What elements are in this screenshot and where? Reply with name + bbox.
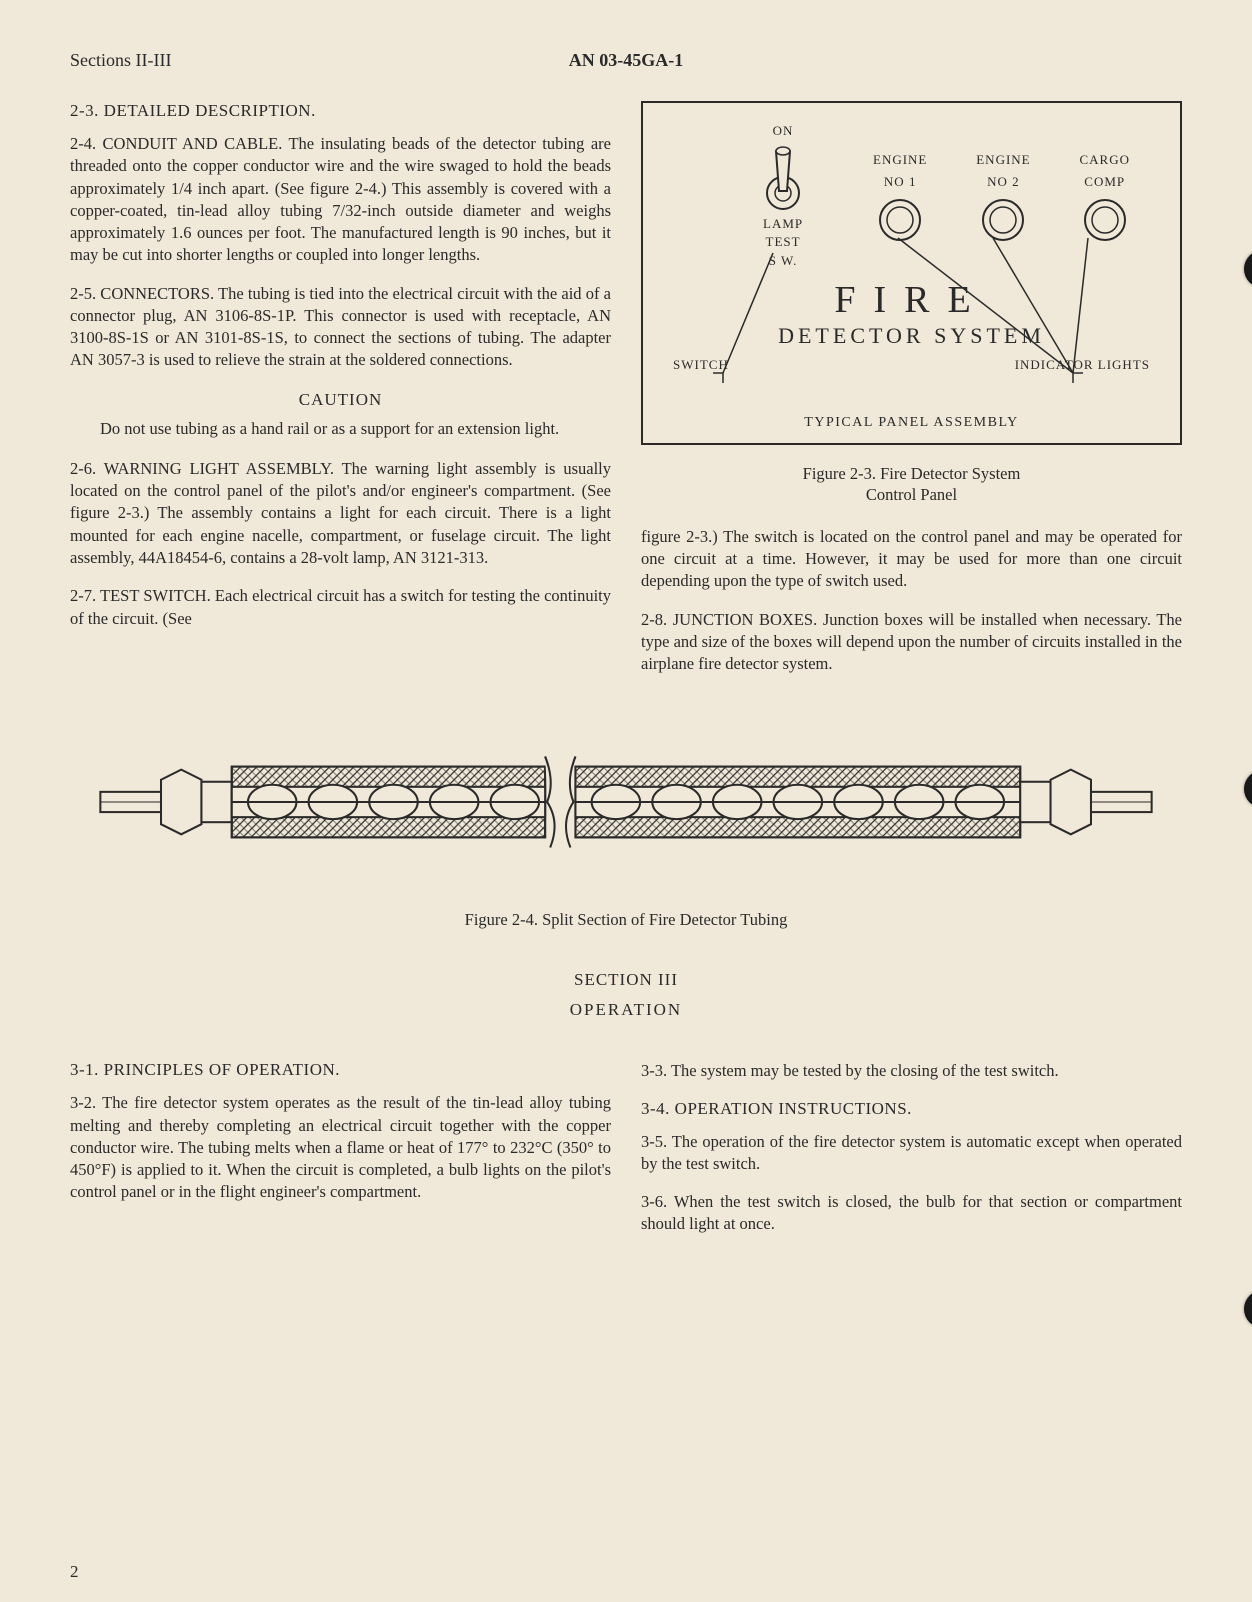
binder-hole-icon bbox=[1244, 770, 1252, 808]
page-number: 2 bbox=[70, 1562, 79, 1582]
para-3-3: 3-3. The system may be tested by the clo… bbox=[641, 1060, 1182, 1082]
heading-2-3: 2-3. DETAILED DESCRIPTION. bbox=[70, 101, 611, 121]
left-column: 2-3. DETAILED DESCRIPTION. 2-4. CONDUIT … bbox=[70, 101, 611, 691]
para-2-7-cont: figure 2-3.) The switch is located on th… bbox=[641, 526, 1182, 593]
detector-system-text: DETECTOR SYSTEM bbox=[673, 323, 1150, 349]
control-panel-diagram: ON LAMP TEST S W. ENGINE bbox=[641, 101, 1182, 445]
header-doc-number: AN 03-45GA-1 bbox=[569, 50, 684, 71]
page-header: Sections II-III AN 03-45GA-1 bbox=[70, 50, 1182, 71]
indicator-light-icon bbox=[1083, 198, 1127, 242]
figure-2-3-caption-l2: Control Panel bbox=[866, 485, 957, 504]
section-3-title: SECTION III bbox=[70, 970, 1182, 990]
indicator-lights-row: ENGINE NO 1 ENGINE NO 2 bbox=[873, 153, 1130, 247]
lamp-label-1: LAMP bbox=[763, 217, 803, 231]
para-2-7: 2-7. TEST SWITCH. Each electrical circui… bbox=[70, 585, 611, 630]
para-3-6: 3-6. When the test switch is closed, the… bbox=[641, 1191, 1182, 1236]
caution-body: Do not use tubing as a hand rail or as a… bbox=[100, 418, 581, 440]
cargo-label-2: COMP bbox=[1079, 175, 1130, 189]
binder-hole-icon bbox=[1244, 1290, 1252, 1328]
upper-columns: 2-3. DETAILED DESCRIPTION. 2-4. CONDUIT … bbox=[70, 101, 1182, 691]
para-2-8: 2-8. JUNCTION BOXES. Junction boxes will… bbox=[641, 609, 1182, 676]
binder-hole-icon bbox=[1244, 250, 1252, 288]
cargo-light: CARGO COMP bbox=[1079, 153, 1130, 247]
para-3-5: 3-5. The operation of the fire detector … bbox=[641, 1131, 1182, 1176]
indicator-light-icon bbox=[981, 198, 1025, 242]
lamp-label-2: TEST bbox=[763, 235, 803, 249]
engine-1-light: ENGINE NO 1 bbox=[873, 153, 927, 247]
lamp-label-3: S W. bbox=[763, 254, 803, 268]
engine-2-light: ENGINE NO 2 bbox=[976, 153, 1030, 247]
section-3-subtitle: OPERATION bbox=[70, 1000, 1182, 1020]
para-3-2: 3-2. The fire detector system operates a… bbox=[70, 1092, 611, 1203]
lower-columns: 3-1. PRINCIPLES OF OPERATION. 3-2. The f… bbox=[70, 1060, 1182, 1251]
para-2-4: 2-4. CONDUIT AND CABLE. The insulating b… bbox=[70, 133, 611, 267]
lower-right-column: 3-3. The system may be tested by the clo… bbox=[641, 1060, 1182, 1251]
indicator-callout: INDICATOR LIGHTS bbox=[1015, 357, 1150, 373]
switch-callout: SWITCH bbox=[673, 357, 729, 373]
caution-heading: CAUTION bbox=[70, 390, 611, 410]
heading-3-4: 3-4. OPERATION INSTRUCTIONS. bbox=[641, 1099, 1182, 1119]
indicator-light-icon bbox=[878, 198, 922, 242]
section-3-header: SECTION III OPERATION bbox=[70, 970, 1182, 1020]
toggle-switch-group: ON LAMP TEST S W. bbox=[763, 123, 803, 268]
page: Sections II-III AN 03-45GA-1 2-3. DETAIL… bbox=[70, 50, 1182, 1562]
figure-2-3-caption: Figure 2-3. Fire Detector System Control… bbox=[641, 463, 1182, 506]
lower-left-column: 3-1. PRINCIPLES OF OPERATION. 3-2. The f… bbox=[70, 1060, 611, 1251]
right-column: ON LAMP TEST S W. ENGINE bbox=[641, 101, 1182, 691]
engine-1-label-1: ENGINE bbox=[873, 153, 927, 167]
engine-2-label-2: NO 2 bbox=[976, 175, 1030, 189]
figure-2-4-caption: Figure 2-4. Split Section of Fire Detect… bbox=[70, 910, 1182, 930]
on-label: ON bbox=[763, 123, 803, 139]
cargo-label-1: CARGO bbox=[1079, 153, 1130, 167]
panel-inner: ON LAMP TEST S W. ENGINE bbox=[673, 123, 1150, 403]
heading-3-1: 3-1. PRINCIPLES OF OPERATION. bbox=[70, 1060, 611, 1080]
engine-1-label-2: NO 1 bbox=[873, 175, 927, 189]
toggle-switch-icon bbox=[763, 143, 803, 213]
tubing-cross-section-figure bbox=[70, 711, 1182, 893]
engine-2-label-1: ENGINE bbox=[976, 153, 1030, 167]
fire-text: FIRE bbox=[673, 278, 1150, 322]
header-sections: Sections II-III bbox=[70, 50, 171, 71]
panel-bottom-label: TYPICAL PANEL ASSEMBLY bbox=[673, 415, 1150, 431]
para-2-5: 2-5. CONNECTORS. The tubing is tied into… bbox=[70, 283, 611, 372]
para-2-6: 2-6. WARNING LIGHT ASSEMBLY. The warning… bbox=[70, 458, 611, 569]
figure-2-3-caption-l1: Figure 2-3. Fire Detector System bbox=[803, 464, 1021, 483]
